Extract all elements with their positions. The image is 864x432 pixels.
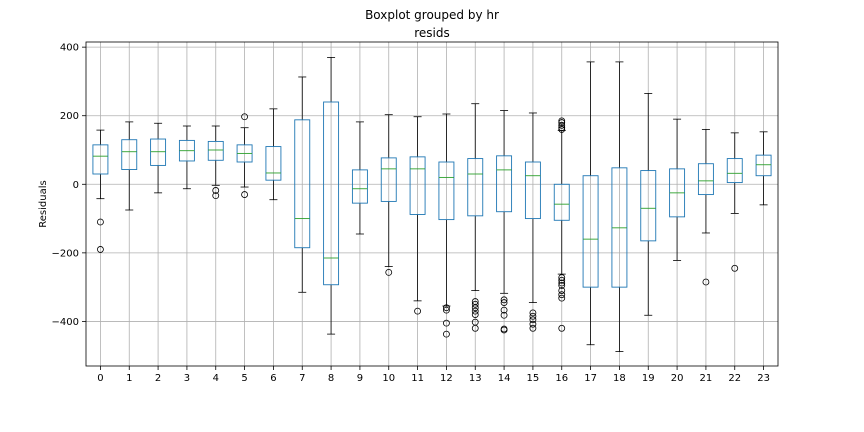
x-tick-label: 15 — [527, 373, 540, 384]
x-tick-label: 5 — [241, 373, 247, 384]
box-flier — [471, 311, 479, 318]
box-flier — [558, 274, 566, 281]
x-tick-label: 0 — [97, 373, 103, 384]
x-tick-label: 8 — [328, 373, 334, 384]
box-flier — [241, 191, 248, 198]
box-flier — [385, 268, 393, 276]
x-tick-label: 6 — [270, 373, 276, 384]
x-tick-label: 1 — [126, 373, 132, 384]
box-flier — [471, 304, 479, 312]
y-tick-label: 400 — [60, 43, 79, 54]
box-flier — [529, 309, 537, 317]
x-tick-label: 4 — [213, 373, 219, 384]
box-body — [726, 158, 743, 184]
x-tick-label: 9 — [357, 373, 363, 384]
box-body — [323, 101, 340, 286]
box-flier — [558, 119, 566, 126]
box-flier — [558, 287, 566, 294]
box-flier — [529, 312, 537, 320]
box-body — [640, 170, 657, 242]
box-flier — [414, 307, 421, 315]
box-flier — [500, 296, 508, 304]
x-tick-label: 10 — [382, 373, 395, 384]
box-flier — [212, 187, 220, 194]
x-tick-label: 17 — [584, 373, 597, 384]
box-flier — [558, 124, 566, 132]
box-flier — [443, 306, 450, 314]
x-tick-label: 11 — [411, 373, 424, 384]
box-flier — [500, 306, 508, 314]
box-body — [351, 169, 368, 204]
box-body — [380, 157, 397, 202]
box-body — [294, 119, 311, 249]
x-tick-label: 14 — [498, 373, 511, 384]
chart-title: resids — [414, 26, 450, 40]
x-tick-label: 21 — [700, 373, 713, 384]
box-flier — [212, 192, 220, 200]
box-flier — [558, 324, 566, 332]
box-body — [207, 140, 224, 161]
box-body — [524, 161, 541, 220]
box-flier — [558, 291, 566, 299]
box-flier — [443, 319, 450, 327]
box-flier — [558, 294, 566, 302]
box-body — [467, 158, 484, 217]
box-body — [409, 156, 426, 215]
x-tick-label: 16 — [555, 373, 568, 384]
box-flier — [529, 320, 537, 328]
x-tick-label: 19 — [642, 373, 655, 384]
y-tick-label: 200 — [60, 111, 79, 122]
box-flier — [471, 307, 479, 315]
box-flier — [500, 326, 508, 334]
x-tick-label: 12 — [440, 373, 453, 384]
box-body — [755, 154, 772, 177]
box-flier — [97, 246, 104, 253]
box-flier — [529, 324, 537, 332]
box-body — [121, 139, 138, 170]
y-tick-label: 0 — [73, 180, 79, 191]
box-flier — [558, 279, 566, 287]
box-flier — [443, 330, 450, 338]
x-tick-label: 3 — [184, 373, 190, 384]
x-tick-label: 7 — [299, 373, 305, 384]
box-body — [496, 155, 513, 213]
y-axis-label: Residuals — [38, 180, 49, 227]
y-tick-label: −400 — [52, 317, 79, 328]
x-tick-label: 18 — [613, 373, 626, 384]
box-flier — [471, 300, 479, 308]
box-body — [92, 144, 109, 175]
x-tick-label: 2 — [155, 373, 161, 384]
box-flier — [731, 264, 739, 272]
box-flier — [558, 282, 566, 289]
box-body — [150, 138, 167, 166]
box-flier — [500, 299, 508, 306]
box-flier — [97, 218, 104, 226]
box-flier — [241, 113, 248, 121]
chart-suptitle: Boxplot grouped by hr — [365, 8, 499, 22]
box-body — [438, 161, 455, 221]
box-flier — [702, 278, 710, 286]
box-flier — [558, 126, 566, 133]
box-flier — [529, 316, 537, 324]
box-flier — [558, 121, 566, 129]
box-flier — [471, 324, 479, 332]
plot-frame — [85, 41, 779, 367]
y-tick-label: −200 — [52, 248, 79, 259]
box-body — [582, 175, 599, 288]
box-flier — [443, 304, 450, 312]
box-flier — [558, 117, 566, 125]
box-flier — [558, 276, 566, 284]
x-tick-label: 22 — [728, 373, 741, 384]
x-tick-label: 23 — [757, 373, 770, 384]
box-body — [553, 183, 570, 221]
box-body — [697, 163, 714, 196]
x-tick-label: 20 — [671, 373, 684, 384]
box-flier — [500, 311, 508, 319]
x-tick-label: 13 — [469, 373, 482, 384]
box-body — [265, 146, 282, 181]
